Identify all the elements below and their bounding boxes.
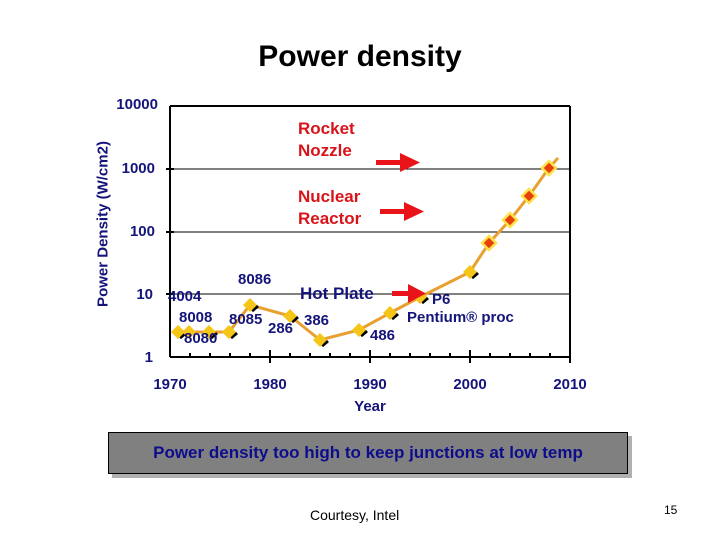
x-tick-1990: 1990	[353, 376, 387, 393]
conclusion-banner: Power density too high to keep junctions…	[108, 432, 628, 474]
label-4004: 4004	[168, 288, 202, 305]
label-p6: P6	[432, 291, 451, 308]
label-8085: 8085	[229, 311, 263, 328]
x-tick-2000: 2000	[453, 376, 487, 393]
point-8086	[243, 298, 257, 312]
hot-plate-label: Hot Plate	[300, 284, 374, 303]
reference-arrows	[376, 153, 426, 303]
point-8008	[182, 325, 196, 339]
x-axis-label: Year	[354, 398, 386, 415]
point-2000	[463, 265, 477, 279]
nuclear-reactor-line1: Nuclear	[298, 187, 361, 206]
nuclear-reactor-arrow-icon	[380, 202, 424, 221]
y-tick-10000: 10000	[116, 96, 158, 113]
projected-data-points	[480, 159, 558, 252]
label-pentium-proc: Pentium® proc	[407, 309, 514, 326]
label-386: 386	[304, 312, 330, 329]
x-tick-marks	[189, 350, 571, 363]
point-486	[352, 323, 366, 337]
nuclear-reactor-line2: Reactor	[298, 209, 362, 228]
rocket-nozzle-line1: Rocket	[298, 119, 355, 138]
label-8086: 8086	[238, 271, 272, 288]
label-486: 486	[370, 327, 396, 344]
y-tick-10: 10	[136, 286, 153, 303]
label-8008: 8008	[179, 309, 213, 326]
hot-plate-arrow-icon	[392, 284, 426, 303]
point-4004	[171, 325, 185, 339]
label-8080: 8080	[184, 330, 218, 347]
nuclear-reactor-label: Nuclear Reactor	[298, 186, 361, 230]
y-tick-1000: 1000	[121, 160, 155, 177]
label-286: 286	[268, 320, 294, 337]
point-8080	[202, 325, 216, 339]
rocket-nozzle-line2: Nozzle	[298, 141, 352, 160]
gridlines	[170, 168, 570, 295]
y-tick-100: 100	[129, 223, 155, 240]
rocket-nozzle-label: Rocket Nozzle	[298, 118, 355, 162]
point-386	[313, 333, 327, 347]
point-8085	[222, 325, 236, 339]
actual-data-points	[171, 265, 477, 347]
x-tick-2010: 2010	[553, 376, 587, 393]
courtesy-note: Courtesy, Intel	[310, 507, 400, 523]
point-286	[283, 309, 297, 323]
power-density-line	[178, 156, 560, 342]
slide-title: Power density	[258, 40, 462, 73]
y-tick-marks	[166, 168, 174, 295]
rocket-nozzle-arrow-icon	[376, 153, 420, 172]
x-tick-1980: 1980	[253, 376, 287, 393]
point-pentium	[383, 306, 397, 320]
page-number: 15	[664, 503, 678, 517]
y-tick-1: 1	[144, 349, 153, 366]
x-tick-1970: 1970	[153, 376, 187, 393]
